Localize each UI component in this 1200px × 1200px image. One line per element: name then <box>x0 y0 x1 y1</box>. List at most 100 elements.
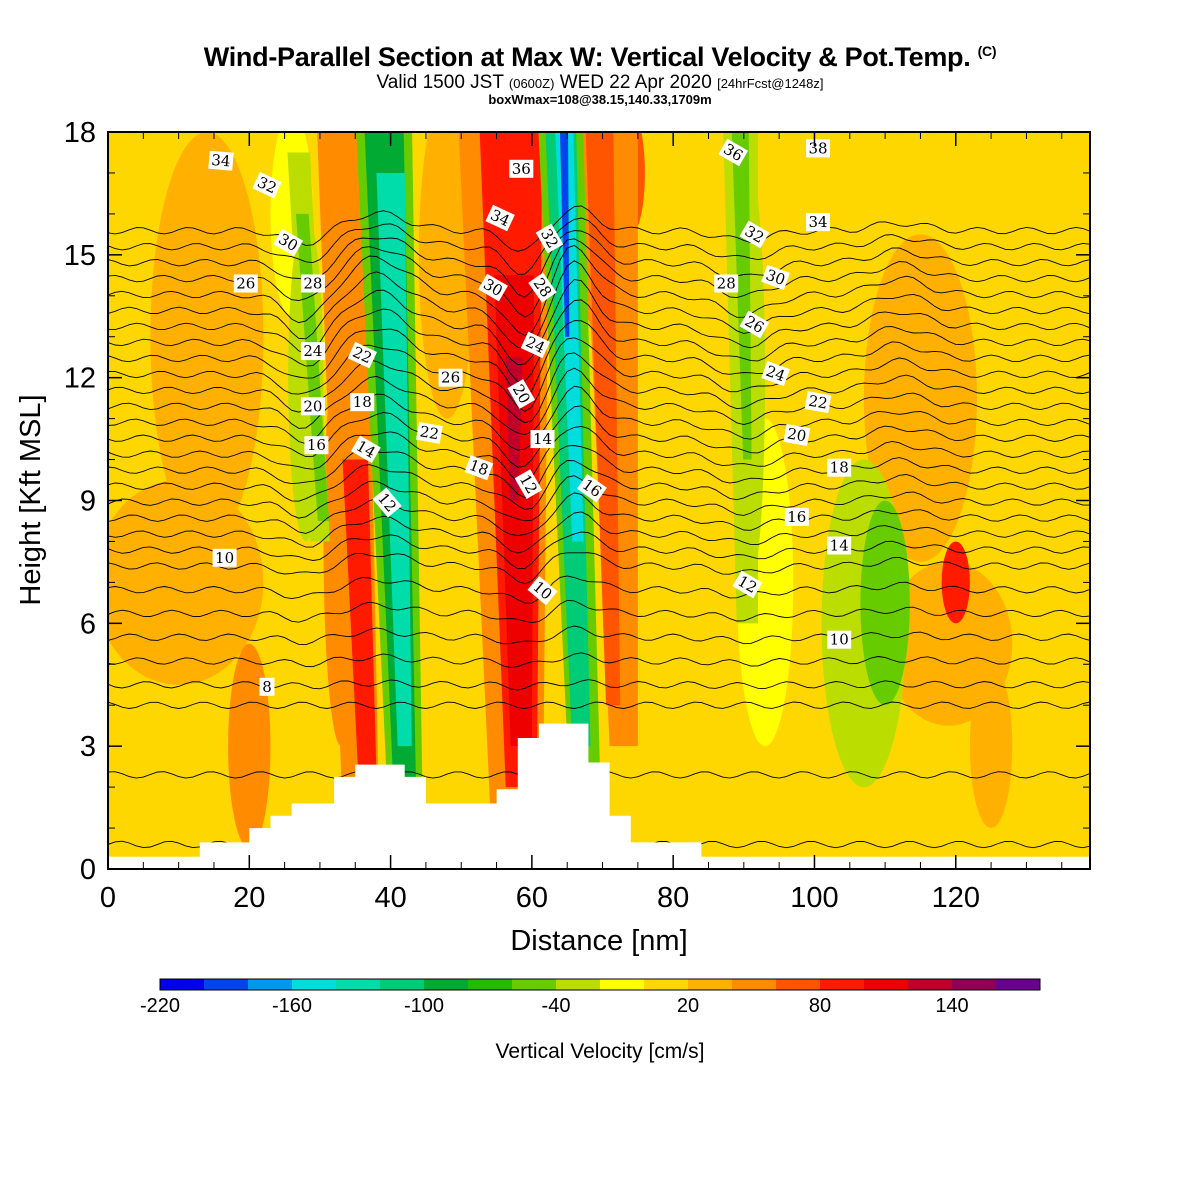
contour-label-text: 22 <box>807 392 829 413</box>
isentrope-line <box>108 405 1090 468</box>
contour-label-box <box>528 272 557 303</box>
isentrope-line <box>108 337 1090 412</box>
isentrope-line <box>108 701 1090 709</box>
x-tick-label: 20 <box>233 882 265 914</box>
contour-label: 10 <box>212 548 237 567</box>
contour-label-box <box>806 213 830 232</box>
contour-label-text: 38 <box>808 139 827 157</box>
colorbar-swatch <box>952 979 997 990</box>
isentrope-line <box>108 531 1090 570</box>
contour-label: 28 <box>300 274 325 293</box>
contour-label-text: 20 <box>786 424 808 445</box>
field-patch <box>969 664 1013 829</box>
contour-label: 14 <box>530 430 555 449</box>
colorbar-swatch <box>292 979 337 990</box>
forecast-info: [24hrFcst@1248z] <box>717 76 824 91</box>
contour-label-text: 14 <box>830 537 849 555</box>
contour-label-box <box>509 159 534 178</box>
y-tick-label: 0 <box>80 854 96 886</box>
isentrope-line <box>108 299 1090 382</box>
contour-label-box <box>208 150 234 171</box>
isentrope-line <box>108 260 1090 349</box>
colorbar-swatch <box>380 979 425 990</box>
x-axis-label: Distance [nm] <box>510 925 687 957</box>
contour-label-box <box>714 274 739 293</box>
contour-label: 26 <box>438 368 463 387</box>
contour-label-box <box>300 342 325 361</box>
contour-label-box <box>300 397 325 416</box>
isentrope-line <box>108 492 1090 536</box>
valid-time-line: Valid 1500 JST (0600Z) WED 22 Apr 2020 [… <box>0 72 1200 94</box>
updraft-band <box>342 459 378 829</box>
isentrope-line <box>108 425 1090 484</box>
contour-label-box <box>783 424 811 446</box>
contour-label: 16 <box>304 436 329 455</box>
contour-label: 30 <box>761 264 790 290</box>
isentrope-line <box>108 511 1090 554</box>
valid-utc: (0600Z) <box>508 76 555 91</box>
contour-label-text: 18 <box>467 456 491 479</box>
contour-label-text: 10 <box>830 631 849 649</box>
field-patch <box>150 132 264 542</box>
isentrope-line <box>108 238 1090 318</box>
colorbar-swatch <box>644 979 689 990</box>
x-tick-label: 120 <box>932 882 980 914</box>
colorbar-swatch <box>160 979 205 990</box>
contour-label-text: 34 <box>211 151 232 171</box>
contour-label-box <box>739 220 770 249</box>
colorbar-swatch <box>996 979 1041 990</box>
field-patch <box>860 500 910 706</box>
contour-label-box <box>507 379 536 409</box>
contour-label: 8 <box>259 677 275 696</box>
updraft-band <box>585 132 621 706</box>
colorbar-swatch <box>468 979 513 990</box>
contour-label-box <box>520 331 551 359</box>
contour-label-box <box>739 310 770 339</box>
y-tick-label: 3 <box>80 731 96 763</box>
contour-label-box <box>804 391 832 414</box>
colorbar: -220 -160 -100 -40 20 80 140 <box>140 978 1041 1017</box>
contour-label: 22 <box>416 421 443 444</box>
contour-label-text: 24 <box>303 342 322 360</box>
y-tick-label: 6 <box>80 608 96 640</box>
contour-label: 18 <box>350 393 375 412</box>
contour-label: 10 <box>827 630 852 649</box>
contour-label: 20 <box>783 424 811 446</box>
colorbar-swatch <box>688 979 733 990</box>
contour-label: 14 <box>827 536 852 555</box>
contour-label-text: 16 <box>787 508 806 526</box>
contour-label-text: 34 <box>808 213 827 231</box>
isentrope-line <box>108 385 1090 451</box>
contour-label-text: 24 <box>764 362 788 385</box>
box-info: boxWmax=108@38.15,140.33,1709m <box>488 92 712 107</box>
colorbar-tick-label: 80 <box>809 995 831 1017</box>
contour-label: 34 <box>208 150 234 171</box>
isentrope-line <box>108 230 1090 298</box>
contour-label-box <box>212 548 237 567</box>
contour-label-box <box>718 138 749 167</box>
contour-label: 36 <box>509 159 534 178</box>
isentrope-line <box>108 217 1090 275</box>
colorbar-label: Vertical Velocity [cm/s] <box>496 1040 705 1063</box>
contour-label-box <box>514 469 543 499</box>
contour-label-text: 28 <box>717 275 736 293</box>
x-tick-label: 100 <box>790 882 838 914</box>
contour-label: 16 <box>784 507 809 526</box>
y-axis-label: Height [Kft MSL] <box>15 394 47 605</box>
colorbar-tick-label: 140 <box>935 995 968 1017</box>
valid-prefix: Valid 1500 JST <box>376 72 504 93</box>
contour-label-box <box>438 368 463 387</box>
contour-label-box <box>351 435 381 464</box>
colorbar-swatch <box>204 979 249 990</box>
isentrope-line <box>108 599 1090 624</box>
contour-label: 26 <box>233 274 258 293</box>
colorbar-tick-label: -220 <box>140 995 180 1017</box>
contour-label-text: 8 <box>262 678 272 696</box>
contour-label-box <box>259 677 275 696</box>
contour-label: 24 <box>300 342 325 361</box>
downdraft-band <box>555 132 584 542</box>
colorbar-swatch <box>600 979 645 990</box>
contour-label-box <box>827 630 852 649</box>
y-tick-label: 18 <box>64 117 96 149</box>
